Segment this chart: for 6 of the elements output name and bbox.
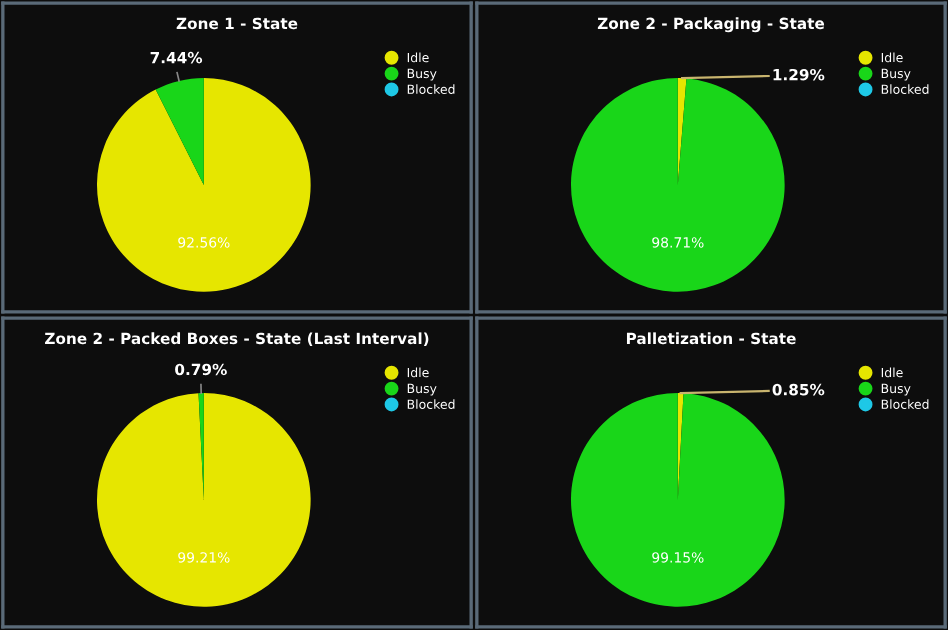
pie-slice bbox=[571, 78, 785, 292]
pie-slice bbox=[97, 78, 311, 292]
pie-slice bbox=[571, 393, 785, 607]
pie-slice bbox=[97, 393, 311, 607]
pie-slice bbox=[155, 78, 204, 185]
pie-slice bbox=[198, 393, 204, 500]
